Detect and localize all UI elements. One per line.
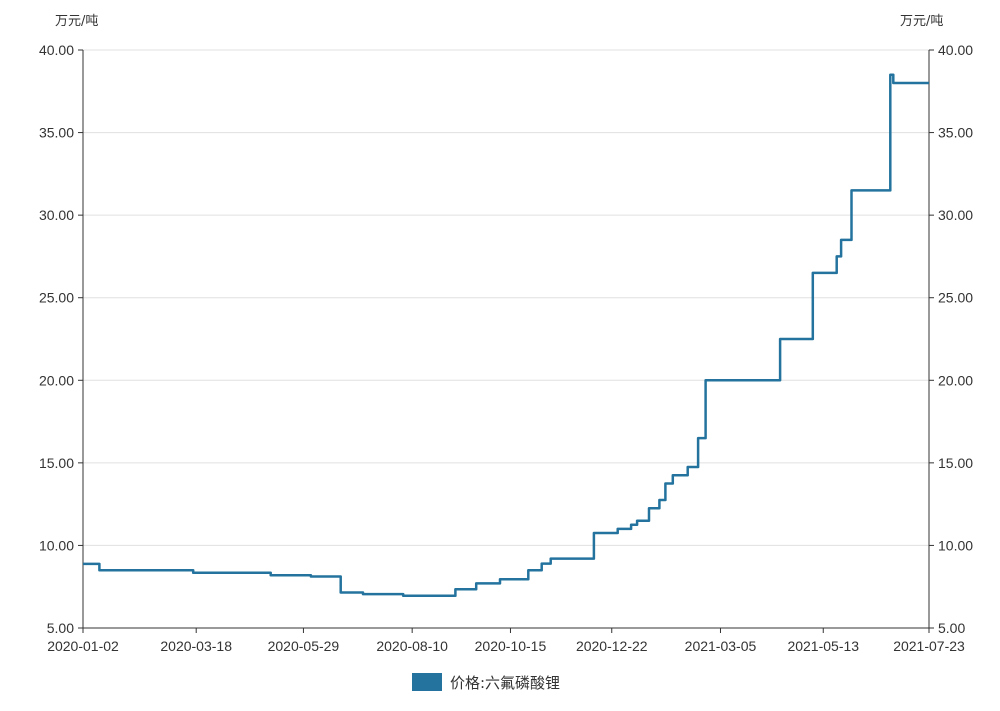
y-tick-label-right: 30.00	[938, 207, 973, 223]
x-tick-label: 2020-10-15	[475, 638, 547, 654]
axes	[82, 50, 930, 629]
x-tick-label: 2021-03-05	[685, 638, 757, 654]
y-tick-label-right: 20.00	[938, 372, 973, 388]
y-tick-label-left: 40.00	[39, 42, 74, 58]
series-line[interactable]	[83, 73, 929, 598]
x-tick-label: 2020-01-02	[47, 638, 119, 654]
legend-swatch	[412, 673, 442, 691]
y-tick-label-left: 20.00	[39, 372, 74, 388]
y-tick-label-left: 5.00	[47, 620, 74, 636]
x-tick-label: 2020-05-29	[268, 638, 340, 654]
y-axis-unit-left: 万元/吨	[55, 14, 98, 29]
y-axis-unit-right: 万元/吨	[900, 14, 943, 29]
legend-label: 价格:六氟磷酸锂	[450, 674, 560, 692]
y-tick-label-left: 10.00	[39, 537, 74, 553]
grid-lines	[83, 49, 929, 546]
y-tick-label-right: 5.00	[938, 620, 965, 636]
y-tick-label-left: 30.00	[39, 207, 74, 223]
x-tick-label: 2021-05-13	[787, 638, 859, 654]
y-tick-label-left: 25.00	[39, 290, 74, 306]
legend[interactable]: 价格:六氟磷酸锂	[412, 673, 560, 692]
y-tick-label-left: 35.00	[39, 125, 74, 141]
y-tick-label-right: 10.00	[938, 537, 973, 553]
series-layer	[83, 73, 929, 598]
x-ticks: 2020-01-02 2020-03-18 2020-05-29 2020-08-10…	[47, 628, 965, 654]
y-tick-label-left: 15.00	[39, 455, 74, 471]
x-tick-label: 2020-12-22	[576, 638, 648, 654]
x-tick-label: 2020-08-10	[376, 638, 448, 654]
x-tick-label: 2021-07-23	[893, 638, 965, 654]
y-ticks-left: 5.00 10.00 15.00 20.00 25.00 30.00 35.00 40.00	[39, 42, 83, 636]
y-tick-label-right: 15.00	[938, 455, 973, 471]
y-tick-label-right: 35.00	[938, 125, 973, 141]
y-tick-label-right: 40.00	[938, 42, 973, 58]
y-tick-label-right: 25.00	[938, 290, 973, 306]
x-tick-label: 2020-03-18	[160, 638, 232, 654]
y-ticks-right: 5.00 10.00 15.00 20.00 25.00 30.00 35.00 40.00	[929, 42, 973, 636]
